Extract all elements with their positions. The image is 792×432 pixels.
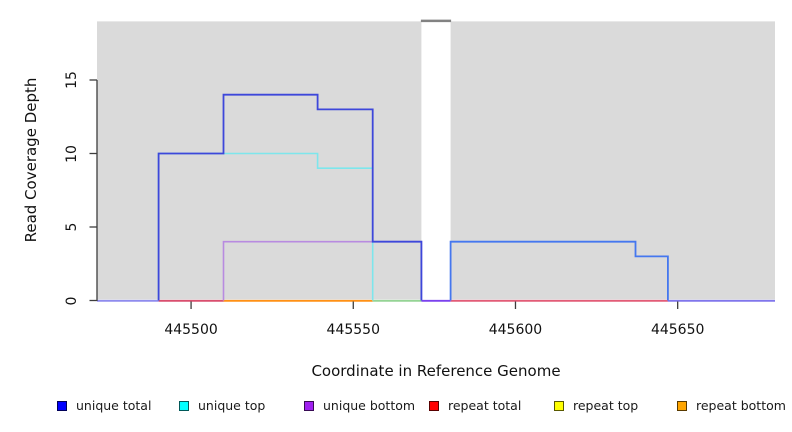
x-tick-label: 445600 — [488, 322, 543, 338]
reference-segment-left — [97, 21, 422, 300]
x-tick-label: 445650 — [650, 322, 705, 338]
x-tick-label: 445550 — [326, 322, 380, 338]
y-tick-label: 5 — [64, 222, 80, 232]
y-tick-label: 15 — [64, 71, 80, 89]
series-unique-total-right-block- — [449, 240, 669, 301]
series-unique-total-left-block- — [157, 93, 423, 301]
y-tick-label: 0 — [64, 296, 80, 305]
reference-segment-right — [450, 21, 775, 300]
y-tick-label: 10 — [64, 144, 80, 163]
y-axis-title: Read Coverage Depth — [22, 77, 40, 243]
x-tick-label: 445500 — [164, 322, 218, 338]
x-axis-title: Coordinate in Reference Genome — [311, 362, 561, 380]
